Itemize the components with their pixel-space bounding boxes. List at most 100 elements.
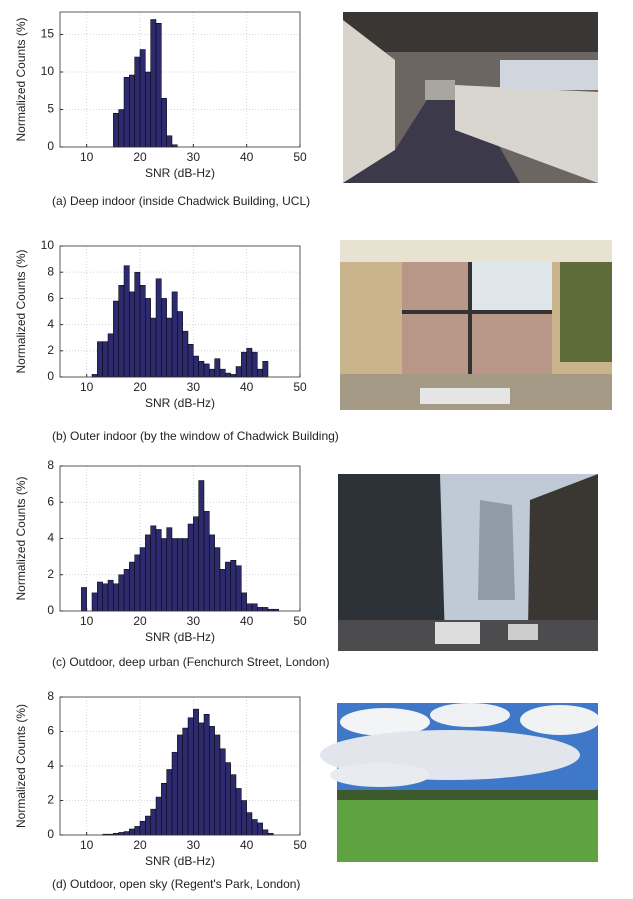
bar — [204, 714, 209, 835]
y-tick-label: 6 — [47, 724, 54, 738]
y-tick-label: 8 — [47, 458, 54, 472]
x-tick-label: 30 — [187, 614, 201, 628]
bar — [108, 580, 113, 611]
y-axis-label: Normalized Counts (%) — [14, 476, 28, 600]
x-tick-label: 50 — [293, 614, 307, 628]
bar — [140, 285, 145, 377]
y-tick-label: 0 — [47, 827, 54, 841]
y-axis-label: Normalized Counts (%) — [14, 704, 28, 828]
bar — [241, 801, 246, 836]
bar — [231, 775, 236, 835]
bar — [140, 50, 145, 148]
bar — [215, 359, 220, 377]
photo-deep-indoor — [343, 12, 598, 183]
figure: 1020304050051015SNR (dB-Hz)Normalized Co… — [0, 0, 633, 899]
plot-area — [60, 12, 300, 147]
bar — [113, 113, 118, 147]
bar — [188, 524, 193, 611]
bar — [172, 752, 177, 835]
bar — [236, 566, 241, 611]
y-axis-label: Normalized Counts (%) — [14, 249, 28, 373]
bar — [236, 788, 241, 835]
bar — [161, 783, 166, 835]
bar — [177, 539, 182, 612]
bar — [241, 352, 246, 377]
y-tick-label: 0 — [47, 603, 54, 617]
y-tick-label: 2 — [47, 343, 54, 357]
bar — [209, 369, 214, 377]
bar — [236, 367, 241, 377]
bar — [263, 607, 268, 611]
x-tick-label: 10 — [80, 380, 94, 394]
x-tick-label: 10 — [80, 150, 94, 164]
y-tick-label: 6 — [47, 291, 54, 305]
bar — [129, 75, 134, 147]
bar — [257, 607, 262, 611]
bar — [167, 528, 172, 611]
bar — [199, 361, 204, 377]
y-tick-label: 8 — [47, 264, 54, 278]
x-tick-label: 40 — [240, 838, 254, 852]
caption: (b) Outer indoor (by the window of Chadw… — [52, 429, 339, 443]
bar — [145, 298, 150, 377]
x-tick-label: 40 — [240, 380, 254, 394]
bar — [220, 749, 225, 835]
caption: (a) Deep indoor (inside Chadwick Buildin… — [52, 194, 310, 208]
bar — [129, 562, 134, 611]
bar — [193, 356, 198, 377]
caption: (d) Outdoor, open sky (Regent's Park, Lo… — [52, 877, 300, 891]
bar — [119, 285, 124, 377]
x-tick-label: 50 — [293, 380, 307, 394]
bar — [97, 342, 102, 377]
bar — [161, 98, 166, 147]
bar — [257, 369, 262, 377]
bar — [140, 821, 145, 835]
bar — [252, 819, 257, 835]
x-tick-label: 20 — [133, 380, 147, 394]
bar — [172, 292, 177, 377]
y-tick-label: 5 — [47, 102, 54, 116]
x-tick-label: 50 — [293, 838, 307, 852]
histogram-panel: 102030405002468SNR (dB-Hz)Normalized Cou… — [14, 689, 307, 891]
bar — [81, 587, 86, 611]
photo-open-sky — [320, 703, 600, 862]
bar — [199, 723, 204, 835]
bar — [177, 312, 182, 378]
x-tick-label: 40 — [240, 614, 254, 628]
bar — [92, 593, 97, 611]
y-tick-label: 4 — [47, 317, 54, 331]
x-tick-label: 30 — [187, 150, 201, 164]
bar — [167, 769, 172, 835]
bar — [151, 318, 156, 377]
bar — [183, 539, 188, 612]
bar — [263, 830, 268, 835]
y-tick-label: 15 — [41, 27, 55, 41]
bar — [113, 584, 118, 611]
x-tick-label: 20 — [133, 614, 147, 628]
bar — [145, 72, 150, 147]
y-tick-label: 0 — [47, 369, 54, 383]
bar — [156, 529, 161, 611]
y-tick-label: 8 — [47, 689, 54, 703]
bar — [231, 560, 236, 611]
y-tick-label: 10 — [41, 238, 55, 252]
bar — [156, 797, 161, 835]
bar — [151, 809, 156, 835]
bar — [103, 584, 108, 611]
bar — [183, 331, 188, 377]
bar — [140, 548, 145, 611]
bar — [124, 77, 129, 147]
bar — [188, 344, 193, 377]
bar — [220, 569, 225, 611]
bar — [247, 604, 252, 611]
photo-outer-indoor — [340, 240, 612, 410]
x-tick-label: 50 — [293, 150, 307, 164]
bar — [225, 373, 230, 377]
y-tick-label: 10 — [41, 64, 55, 78]
bar — [161, 539, 166, 612]
bar — [108, 334, 113, 377]
y-tick-label: 0 — [47, 139, 54, 153]
